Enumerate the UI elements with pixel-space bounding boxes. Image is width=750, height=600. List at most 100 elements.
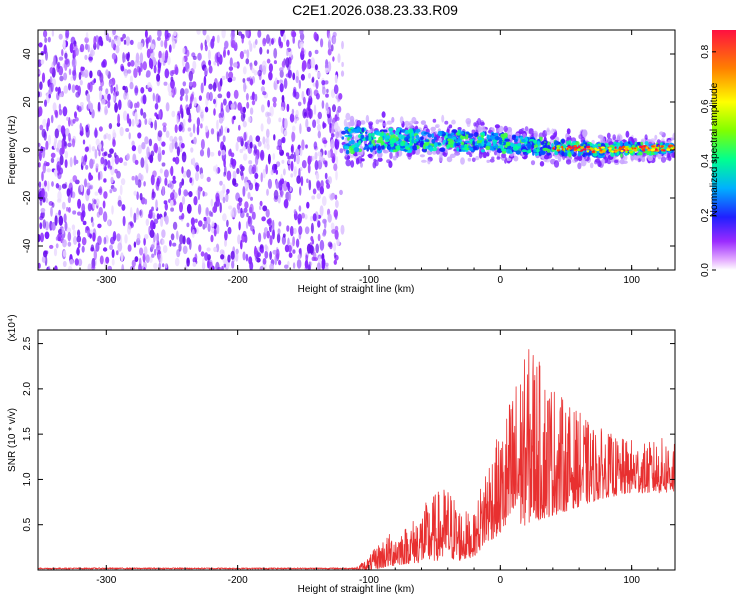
spectrogram-signal-core (460, 141, 465, 146)
spectrogram-noise-blob (224, 40, 229, 49)
spectrogram-noise-blob (53, 248, 58, 257)
spectrogram-noise-blob (221, 30, 226, 39)
spectrogram-signal-core (447, 144, 451, 148)
spectrogram-noise-blob (248, 40, 251, 46)
spectrogram-noise-blob (142, 61, 147, 71)
spectrogram-noise-blob (322, 231, 326, 237)
spectrogram-noise-blob (91, 265, 96, 270)
spectrogram-signal-peak (662, 149, 666, 152)
spectrogram-noise-blob (172, 175, 176, 181)
spectrogram-noise-blob (325, 262, 329, 267)
spectrogram-noise-blob (301, 212, 305, 219)
spectrogram-noise-blob (93, 249, 98, 261)
spectrogram-signal-core (521, 149, 527, 153)
spectrogram-noise-blob (211, 221, 215, 228)
spectrogram-noise-blob (338, 93, 343, 100)
spectrogram-signal-halo (466, 151, 471, 155)
spectrogram-noise-blob (109, 165, 113, 170)
spectrogram-signal-peak (586, 150, 590, 153)
spectrogram-noise-blob (160, 40, 164, 48)
spectrogram-x-tick-label: -100 (359, 275, 379, 286)
spectrogram-noise-blob (113, 86, 116, 93)
spectrogram-noise-blob (282, 233, 286, 238)
spectrogram-noise-blob (224, 194, 229, 202)
spectrogram-noise-blob (123, 39, 127, 45)
spectrogram-noise-blob (290, 173, 294, 178)
spectrogram-noise-blob (173, 136, 178, 143)
spectrogram-noise-blob (110, 84, 114, 94)
spectrogram-noise-blob (264, 250, 269, 259)
spectrogram-signal-core (500, 148, 507, 152)
spectrogram-noise-blob (71, 84, 76, 94)
spectrogram-noise-blob (226, 91, 231, 99)
spectrogram-noise-blob (166, 32, 171, 38)
snr-x-tick-label: -100 (359, 575, 379, 586)
spectrogram-noise-blob (275, 169, 278, 175)
spectrogram-noise-blob (218, 55, 223, 63)
snr-x-tick-label: -200 (228, 575, 248, 586)
spectrogram-noise-blob (230, 152, 235, 158)
spectrogram-noise-blob (301, 60, 307, 71)
spectrogram-signal-halo (594, 158, 601, 163)
spectrogram-noise-blob (48, 93, 51, 99)
spectrogram-noise-blob (161, 229, 166, 239)
spectrogram-signal-halo (446, 126, 451, 132)
spectrogram-noise-blob (48, 134, 51, 146)
spectrogram-noise-blob (188, 81, 193, 87)
spectrogram-noise-blob (125, 128, 130, 132)
spectrogram-noise-blob (293, 166, 298, 176)
spectrogram-noise-blob (262, 136, 266, 145)
spectrogram-signal-peak (561, 145, 564, 149)
spectrogram-noise-blob (85, 127, 90, 138)
spectrogram-noise-blob (51, 221, 56, 231)
spectrogram-noise-blob (217, 51, 221, 58)
spectrogram-noise-blob (232, 170, 237, 179)
spectrogram-signal-core (457, 129, 460, 135)
spectrogram-noise-blob (170, 207, 175, 212)
spectrogram-noise-blob (94, 191, 99, 196)
spectrogram-noise-blob (272, 249, 277, 255)
spectrogram-signal-core (380, 144, 385, 150)
spectrogram-noise-blob (200, 251, 205, 257)
spectrogram-noise-blob (228, 205, 233, 210)
spectrogram-signal-halo (407, 152, 412, 160)
spectrogram-noise-blob (213, 228, 217, 237)
spectrogram-noise-blob (207, 49, 211, 61)
spectrogram-x-tick-label: -300 (96, 275, 116, 286)
spectrogram-noise-blob (195, 171, 199, 182)
spectrogram-noise-blob (174, 257, 180, 267)
spectrogram-noise-blob (103, 236, 107, 245)
spectrogram-noise-blob (253, 247, 258, 258)
spectrogram-noise-blob (170, 192, 175, 200)
spectrogram-noise-blob (277, 228, 281, 235)
spectrogram-noise-blob (90, 244, 95, 252)
spectrogram-noise-blob (114, 168, 118, 174)
spectrogram-signal-peak (620, 150, 624, 153)
spectrogram-noise-blob (145, 218, 149, 226)
snr-frame (37, 329, 676, 571)
spectrogram-noise-blob (305, 144, 308, 149)
spectrogram-noise-blob (304, 259, 309, 269)
snr-scale-label: (x10⁴) (7, 314, 18, 341)
spectrogram-signal-core (447, 135, 453, 139)
spectrogram-noise-blob (283, 78, 288, 89)
spectrogram-noise-blob (217, 93, 223, 99)
spectrogram-noise-blob (240, 210, 245, 219)
spectrogram-signal-halo (393, 156, 397, 161)
spectrogram-noise-blob (250, 196, 253, 201)
spectrogram-signal-halo (483, 151, 487, 159)
spectrogram-noise-blob (259, 200, 263, 207)
spectrogram-noise-blob (167, 55, 171, 66)
spectrogram-noise-blob (274, 163, 278, 171)
spectrogram-signal-halo (471, 129, 476, 134)
spectrogram-noise-blob (76, 104, 80, 111)
spectrogram-noise-blob (329, 194, 334, 201)
spectrogram-noise-blob (280, 30, 284, 37)
spectrogram-noise-blob (177, 110, 181, 116)
spectrogram-noise-blob (220, 108, 225, 118)
spectrogram-noise-blob (172, 242, 177, 247)
spectrogram-noise-blob (317, 130, 321, 139)
spectrogram-signal-core (460, 131, 464, 135)
spectrogram-signal-halo (386, 120, 393, 125)
spectrogram-noise-blob (216, 34, 220, 44)
